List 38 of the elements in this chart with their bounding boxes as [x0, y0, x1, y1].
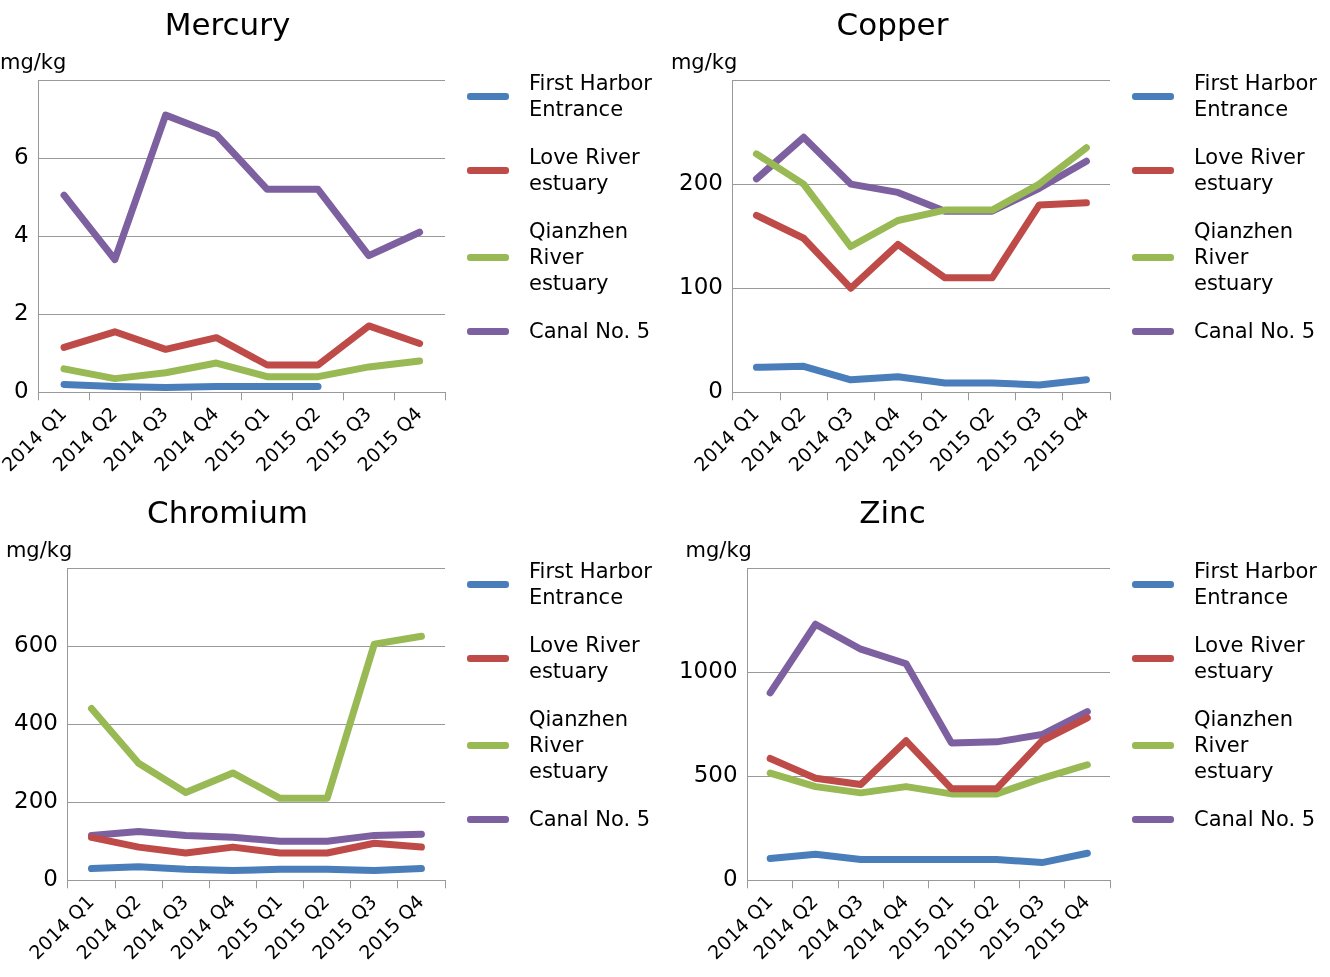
- legend-label: Canal No. 5: [529, 318, 651, 344]
- y-axis-title: mg/kg: [5, 538, 73, 562]
- legend-label: Qianzhen River estuary: [529, 706, 630, 784]
- y-tick-label: 4: [13, 221, 29, 248]
- y-axis-title: mg/kg: [670, 50, 738, 74]
- y-tick-label: 0: [13, 377, 29, 404]
- y-tick-label: 200: [13, 787, 58, 814]
- y-tick-label: 0: [722, 865, 738, 892]
- chart-title: Mercury: [163, 6, 292, 42]
- chart-title: Zinc: [858, 494, 927, 530]
- y-axis-title: mg/kg: [0, 50, 67, 74]
- y-tick-label: 0: [43, 865, 58, 892]
- y-tick-label: 0: [708, 377, 723, 404]
- legend-label: Love River estuary: [529, 144, 641, 196]
- y-tick-label: 600: [13, 631, 58, 658]
- legend-label: First Harbor Entrance: [1194, 70, 1318, 122]
- y-tick-label: 6: [13, 143, 29, 170]
- legend-label: Canal No. 5: [1194, 318, 1316, 344]
- y-tick-label: 400: [13, 709, 58, 736]
- legend-label: Love River estuary: [1194, 632, 1306, 684]
- chart-title: Chromium: [146, 494, 309, 530]
- y-tick-label: 2: [13, 299, 29, 326]
- legend-label: Qianzhen River estuary: [1194, 706, 1295, 784]
- legend-label: Qianzhen River estuary: [1194, 218, 1295, 296]
- legend-label: Qianzhen River estuary: [529, 218, 630, 296]
- y-tick-label: 100: [678, 273, 723, 300]
- legend-label: Love River estuary: [1194, 144, 1306, 196]
- legend-label: Love River estuary: [529, 632, 641, 684]
- chart-title: Copper: [835, 6, 950, 42]
- legend-label: Canal No. 5: [1194, 806, 1316, 832]
- legend-label: First Harbor Entrance: [1194, 558, 1318, 610]
- legend-label: Canal No. 5: [529, 806, 651, 832]
- y-tick-label: 200: [678, 169, 723, 196]
- y-axis-title: mg/kg: [685, 538, 752, 562]
- y-tick-label: 1000: [678, 657, 738, 684]
- legend-label: First Harbor Entrance: [529, 558, 653, 610]
- legend-label: First Harbor Entrance: [529, 70, 653, 122]
- y-tick-label: 500: [693, 761, 738, 788]
